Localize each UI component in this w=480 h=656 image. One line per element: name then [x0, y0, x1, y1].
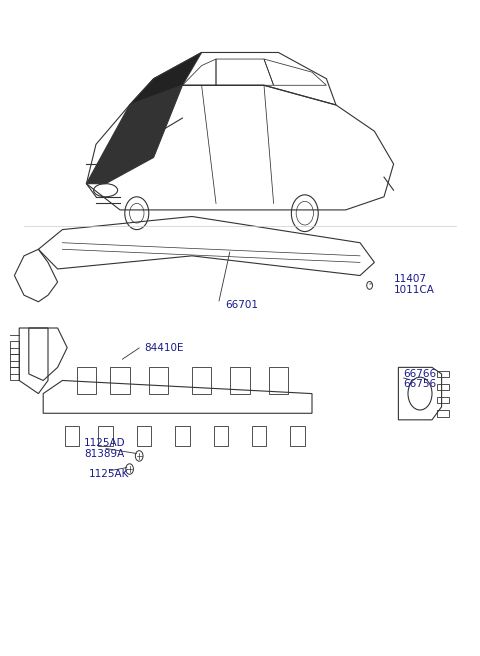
Text: 66766: 66766 — [403, 369, 436, 379]
Polygon shape — [86, 85, 182, 184]
Text: 84410E: 84410E — [144, 342, 183, 353]
Text: 1125AK: 1125AK — [89, 468, 129, 479]
Text: 66701: 66701 — [226, 300, 259, 310]
Polygon shape — [130, 52, 202, 105]
Text: 1125AD: 1125AD — [84, 438, 126, 448]
Text: 81389A: 81389A — [84, 449, 124, 459]
Text: 11407: 11407 — [394, 274, 427, 284]
Text: 1011CA: 1011CA — [394, 285, 434, 295]
Text: 66756: 66756 — [403, 379, 436, 390]
